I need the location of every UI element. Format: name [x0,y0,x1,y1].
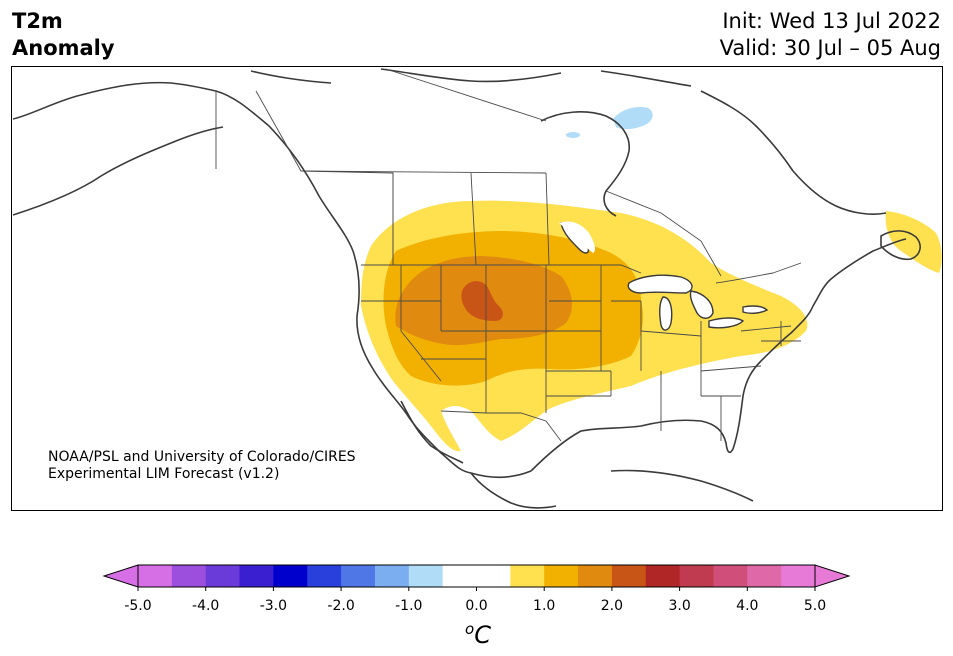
colorbar-tick-label: 3.0 [668,598,691,614]
unit-label: oC [465,620,491,649]
title-line1: T2m [12,9,63,33]
ontario-quebec [605,190,722,277]
anomaly-neg-0-5-to-neg-1 [613,107,653,130]
colorbar-tick-label: -1.0 [395,598,423,614]
coastlines [12,68,921,509]
us-canada-border [361,262,802,284]
lake-gap [559,221,596,253]
colorbar-tick-label: -2.0 [327,598,355,614]
baja-coast [400,400,464,464]
cuba [610,469,754,502]
attribution: NOAA/PSL and University of Colorado/CIRE… [48,449,356,483]
lake-michigan [658,296,673,331]
title-line2: Anomaly [12,36,115,60]
atlantic-coast [760,238,907,362]
map-svg [12,68,942,509]
gulf-coast [530,360,762,472]
colorbar-segment [205,565,241,587]
colorbar-segment [611,565,647,587]
us-west-states [361,265,642,413]
colorbar: -5.0 -4.0 -3.0 -2.0 -1.0 0.0 1.0 2.0 3.0 4.0 5.0 o… [0,560,953,656]
colorbar-tick-label: 0.0 [465,598,488,614]
credit-line1: NOAA/PSL and University of Colorado/CIRE… [48,449,356,465]
colorbar-tick-label: 5.0 [803,598,827,614]
colorbar-tick-label: 1.0 [533,598,556,614]
colorbar-segment [171,565,207,587]
unit-letter: C [474,621,491,649]
colorbar-segment [138,565,173,587]
colorbar-tick-label: 4.0 [736,598,759,614]
lake-erie [708,317,745,329]
init-date: Init: Wed 13 Jul 2022 [722,9,941,33]
anomaly-2-to-2-5 [461,281,503,321]
alaska-coast [12,126,224,216]
political-borders [215,68,802,442]
newfoundland [880,230,921,261]
map-title: T2m Anomaly [12,8,115,62]
lake-huron [689,290,714,319]
valid-date: Valid: 30 Jul – 05 Aug [719,36,941,60]
arctic-islands [250,68,692,87]
colorbar-segment [408,565,444,587]
colorbar-segment [442,565,477,587]
mexico-south [470,472,557,509]
colorbar-segment [679,565,714,587]
colorbar-segment [645,565,681,587]
manitoba [545,172,550,266]
colorbar-svg [102,564,851,591]
colorbar-tick-label: -4.0 [192,598,220,614]
anomaly-0-5-to-1-patch [885,211,942,273]
us-east-states [640,321,801,441]
colorbar-segment [307,565,342,587]
colorbar-segment [781,565,816,587]
lake-ontario [742,305,769,315]
anomaly-neg-small [566,132,580,138]
colorbar-segment [578,565,613,587]
us-mexico-border [440,410,562,442]
colorbar-segment [747,565,782,587]
colorbar-tick-label: -3.0 [259,598,288,614]
colorbar-tick-label: -5.0 [124,598,152,614]
colorbar-segment [273,565,308,587]
colorbar-under-arrow [102,564,139,588]
nwt-nunavut [300,68,547,174]
labrador [700,90,887,215]
colorbar-tick-label: 2.0 [600,598,624,614]
colorbar-segment [341,565,376,587]
great-lakes [560,222,769,331]
colorbar-segment [544,565,579,587]
lake-superior [627,274,693,294]
yukon-border [255,90,394,265]
unit-degree: o [465,620,475,638]
colorbar-over-arrow [814,564,851,588]
anomaly-map [11,66,943,511]
colorbar-segment [476,565,511,587]
anomaly-fill [361,107,942,452]
hudson-bay [540,111,631,217]
colorbar-segment [713,565,748,587]
colorbar-segment [510,565,545,587]
sask [470,172,477,266]
colorbar-segment [239,565,274,587]
colorbar-segment [374,565,410,587]
forecast-dates: Init: Wed 13 Jul 2022 Valid: 30 Jul – 05… [720,8,941,62]
credit-line2: Experimental LIM Forecast (v1.2) [48,466,280,482]
